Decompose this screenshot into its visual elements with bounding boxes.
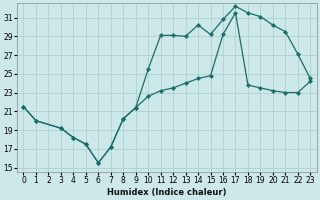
X-axis label: Humidex (Indice chaleur): Humidex (Indice chaleur) (107, 188, 227, 197)
